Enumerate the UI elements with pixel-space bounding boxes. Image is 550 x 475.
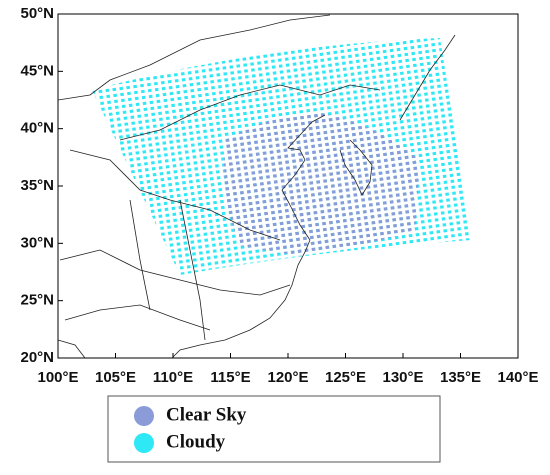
legend-box <box>107 395 441 463</box>
y-tick-label: 45°N <box>20 62 54 79</box>
legend-label: Cloudy <box>166 431 226 452</box>
y-tick-label: 40°N <box>20 120 54 137</box>
axes: 100°E 105°E 110°E 115°E 120°E 125°E 130°E 135°E… <box>20 5 538 386</box>
legend-swatch <box>134 433 154 453</box>
y-tick-label: 50°N <box>20 5 54 22</box>
x-tick-label: 140°E <box>497 369 538 386</box>
x-tick-label: 135°E <box>440 369 481 386</box>
borders <box>57 14 456 359</box>
y-tick-label: 25°N <box>20 292 54 309</box>
x-tick-label: 120°E <box>267 369 308 386</box>
y-tick-label: 30°N <box>20 234 54 251</box>
legend-label: Clear Sky <box>166 404 247 425</box>
x-tick-label: 110°E <box>153 369 193 386</box>
x-tick-label: 115°E <box>210 369 250 386</box>
x-tick-label: 100°E <box>37 369 78 386</box>
x-tick-label: 125°E <box>325 369 366 386</box>
y-tick-label: 20°N <box>20 349 54 366</box>
x-tick-label: 105°E <box>95 369 136 386</box>
map-area <box>57 13 519 359</box>
legend: Clear Sky Cloudy <box>134 404 247 453</box>
legend-swatch <box>134 406 154 426</box>
clear-sky-region <box>224 112 420 256</box>
x-tick-label: 130°E <box>382 369 423 386</box>
y-tick-label: 35°N <box>20 177 54 194</box>
